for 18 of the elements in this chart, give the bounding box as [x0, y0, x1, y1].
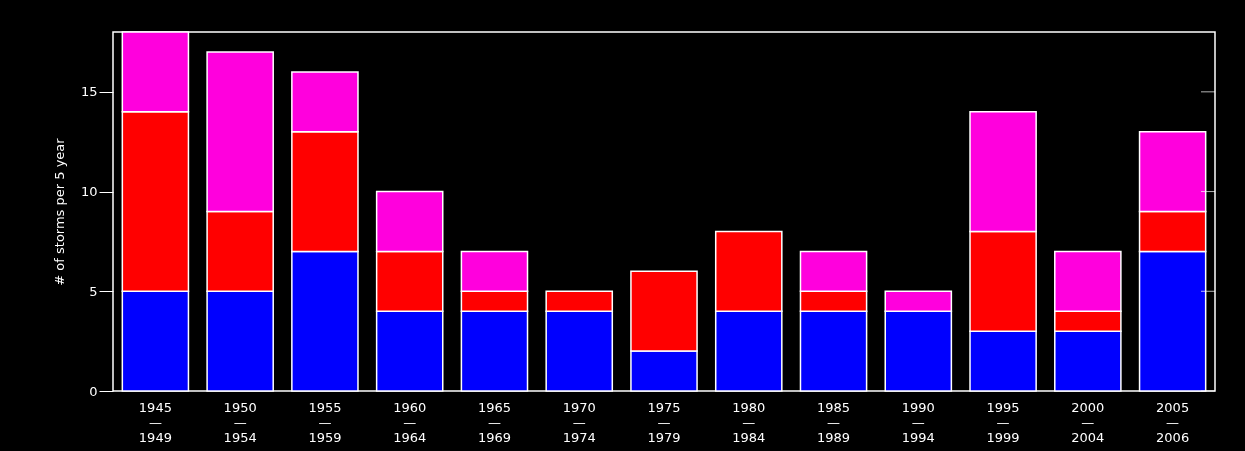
y-tick-label: 15: [80, 84, 98, 100]
x-tick-label: 1945 — 1949: [138, 399, 172, 445]
x-tick-label: 1980 — 1984: [732, 399, 766, 445]
x-tick-label: 1985 — 1989: [816, 399, 851, 445]
x-tick-label: 1975 — 1979: [647, 399, 681, 445]
x-tick-label: 1955 — 1959: [308, 399, 342, 445]
y-tick-label: 10: [80, 184, 98, 200]
x-tick-label: 2000 — 2004: [1071, 399, 1105, 445]
x-tick-label: 1995 — 1999: [986, 399, 1020, 445]
x-tick-label: 1970 — 1974: [562, 399, 596, 445]
x-tick-label: 1960 — 1964: [393, 399, 427, 445]
y-axis-title: # of storms per 5 year: [51, 137, 67, 286]
x-tick-label: 1950 — 1954: [223, 399, 257, 445]
y-tick-label: 0: [89, 383, 98, 399]
x-tick-label: 1990 — 1994: [901, 399, 935, 445]
y-tick-label: 5: [89, 283, 98, 299]
x-tick-label: 1965 — 1969: [477, 399, 512, 445]
x-tick-label: 2005 — 2006: [1156, 399, 1190, 445]
